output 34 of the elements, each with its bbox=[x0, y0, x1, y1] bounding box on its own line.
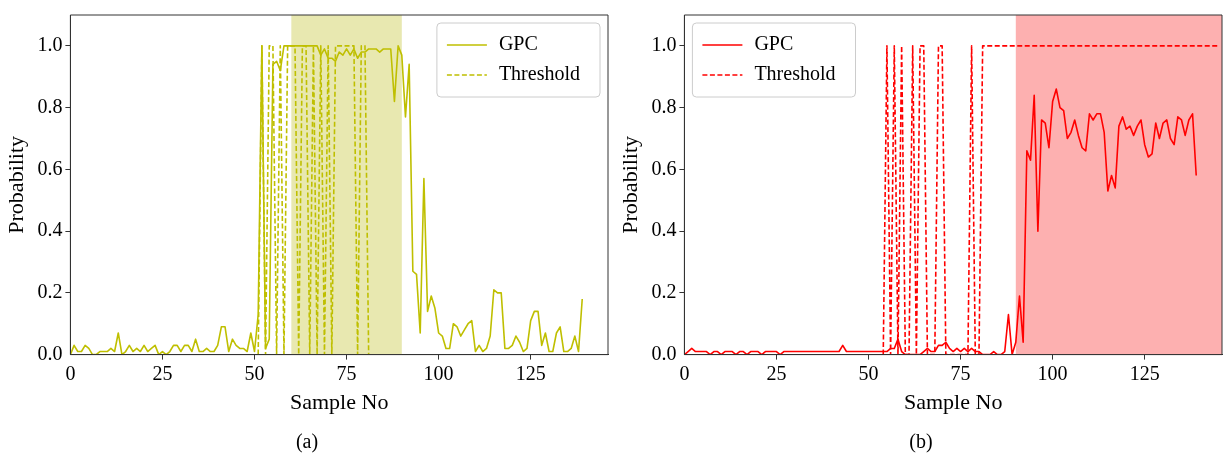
x-tick-label: 100 bbox=[1037, 361, 1068, 384]
y-tick-label: 0.0 bbox=[651, 341, 677, 364]
x-tick-label: 0 bbox=[679, 361, 690, 384]
x-axis-title: Sample No bbox=[904, 388, 1003, 414]
y-axis-title: Probability bbox=[2, 135, 28, 234]
y-axis-title: Probability bbox=[616, 135, 642, 234]
x-tick-label: 25 bbox=[152, 361, 173, 384]
legend-label: Threshold bbox=[498, 62, 580, 85]
text: (a) bbox=[294, 430, 320, 453]
y-tick-label: 0.4 bbox=[37, 218, 63, 241]
x-tick-label: 50 bbox=[858, 361, 879, 384]
legend-label: GPC bbox=[754, 32, 794, 55]
x-tick-label: 25 bbox=[766, 361, 787, 384]
x-tick-label: 125 bbox=[515, 361, 546, 384]
x-tick-label: 75 bbox=[336, 361, 357, 384]
x-tick-label: 100 bbox=[423, 361, 454, 384]
x-tick-label: 75 bbox=[950, 361, 971, 384]
y-tick-label: 1.0 bbox=[651, 33, 677, 56]
y-tick-label: 0.0 bbox=[37, 341, 63, 364]
y-tick-label: 0.6 bbox=[37, 156, 63, 179]
x-tick-label: 0 bbox=[65, 361, 76, 384]
y-tick-label: 0.4 bbox=[651, 218, 677, 241]
text: (b) bbox=[908, 430, 934, 453]
x-axis-title: Sample No bbox=[290, 388, 389, 414]
x-tick-label: 50 bbox=[244, 361, 265, 384]
legend-label: GPC bbox=[498, 32, 538, 55]
y-tick-label: 0.6 bbox=[651, 156, 677, 179]
legend-label: Threshold bbox=[754, 62, 836, 85]
x-tick-label: 125 bbox=[1129, 361, 1160, 384]
y-tick-label: 0.2 bbox=[651, 280, 677, 303]
y-tick-label: 0.8 bbox=[651, 94, 677, 117]
y-tick-label: 0.8 bbox=[37, 94, 63, 117]
y-tick-label: 0.2 bbox=[37, 280, 63, 303]
y-tick-label: 1.0 bbox=[37, 33, 63, 56]
